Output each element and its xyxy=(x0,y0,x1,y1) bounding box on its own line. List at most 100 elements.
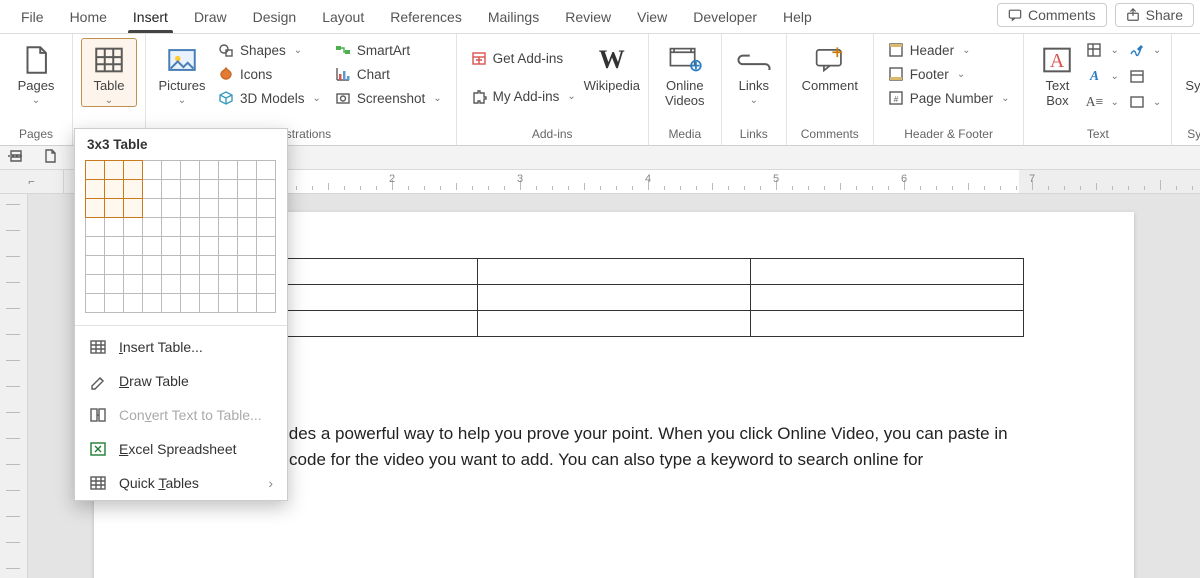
grid-cell[interactable] xyxy=(162,218,181,237)
grid-cell[interactable] xyxy=(181,218,200,237)
grid-cell[interactable] xyxy=(257,256,276,275)
date-time-button[interactable] xyxy=(1127,66,1147,86)
grid-cell[interactable] xyxy=(105,180,124,199)
tab-layout[interactable]: Layout xyxy=(309,0,377,33)
shapes-button[interactable]: Shapes⌄ xyxy=(212,40,327,60)
grid-cell[interactable] xyxy=(143,218,162,237)
grid-cell[interactable] xyxy=(200,180,219,199)
grid-cell[interactable] xyxy=(124,294,143,313)
grid-cell[interactable] xyxy=(124,180,143,199)
wikipedia-button[interactable]: W Wikipedia xyxy=(584,38,640,95)
grid-cell[interactable] xyxy=(124,275,143,294)
grid-cell[interactable] xyxy=(86,199,105,218)
quick-parts-button[interactable]: ⌄ xyxy=(1084,40,1120,60)
tab-help[interactable]: Help xyxy=(770,0,825,33)
body-paragraph[interactable]: Video provides a powerful way to help yo… xyxy=(204,421,1024,472)
grid-cell[interactable] xyxy=(162,275,181,294)
tab-design[interactable]: Design xyxy=(240,0,310,33)
grid-cell[interactable] xyxy=(181,199,200,218)
grid-cell[interactable] xyxy=(238,218,257,237)
text-box-button[interactable]: A Text Box xyxy=(1032,38,1082,110)
symbols-button[interactable]: Ω Symbols ⌄ xyxy=(1180,38,1200,107)
dd-excel-spreadsheet[interactable]: Excel Spreadsheet xyxy=(75,432,287,466)
pages-button[interactable]: Pages ⌄ xyxy=(8,38,64,107)
grid-cell[interactable] xyxy=(105,237,124,256)
grid-cell[interactable] xyxy=(86,294,105,313)
grid-cell[interactable] xyxy=(162,294,181,313)
tab-developer[interactable]: Developer xyxy=(680,0,770,33)
grid-cell[interactable] xyxy=(238,275,257,294)
smartart-button[interactable]: SmartArt xyxy=(329,40,448,60)
grid-cell[interactable] xyxy=(219,256,238,275)
wordart-button[interactable]: A⌄ xyxy=(1084,66,1120,86)
grid-cell[interactable] xyxy=(257,161,276,180)
icons-button[interactable]: Icons xyxy=(212,64,327,84)
grid-cell[interactable] xyxy=(143,180,162,199)
grid-cell[interactable] xyxy=(105,218,124,237)
grid-cell[interactable] xyxy=(200,161,219,180)
grid-cell[interactable] xyxy=(200,218,219,237)
grid-cell[interactable] xyxy=(238,294,257,313)
grid-cell[interactable] xyxy=(86,218,105,237)
grid-cell[interactable] xyxy=(105,161,124,180)
grid-cell[interactable] xyxy=(200,199,219,218)
grid-cell[interactable] xyxy=(219,199,238,218)
grid-cell[interactable] xyxy=(143,161,162,180)
pictures-button[interactable]: Pictures ⌄ xyxy=(154,38,210,107)
table-grid-picker[interactable] xyxy=(75,156,287,321)
grid-cell[interactable] xyxy=(219,180,238,199)
online-videos-button[interactable]: Online Videos xyxy=(657,38,713,110)
page-number-button[interactable]: #Page Number⌄ xyxy=(882,88,1016,108)
grid-cell[interactable] xyxy=(162,199,181,218)
tab-home[interactable]: Home xyxy=(57,0,120,33)
grid-cell[interactable] xyxy=(200,294,219,313)
tab-review[interactable]: Review xyxy=(552,0,624,33)
grid-cell[interactable] xyxy=(257,199,276,218)
dd-draw-table[interactable]: Draw Table xyxy=(75,364,287,398)
blank-page-icon[interactable] xyxy=(42,148,58,167)
share-button[interactable]: Share xyxy=(1115,3,1194,27)
grid-cell[interactable] xyxy=(143,294,162,313)
grid-cell[interactable] xyxy=(105,256,124,275)
grid-cell[interactable] xyxy=(238,256,257,275)
3d-models-button[interactable]: 3D Models⌄ xyxy=(212,88,327,108)
grid-cell[interactable] xyxy=(105,199,124,218)
grid-cell[interactable] xyxy=(124,237,143,256)
grid-cell[interactable] xyxy=(162,161,181,180)
comments-button[interactable]: Comments xyxy=(997,3,1107,27)
grid-cell[interactable] xyxy=(219,237,238,256)
dd-quick-tables[interactable]: Quick Tables› xyxy=(75,466,287,500)
grid-cell[interactable] xyxy=(86,256,105,275)
screenshot-button[interactable]: Screenshot⌄ xyxy=(329,88,448,108)
page-break-icon[interactable] xyxy=(8,148,24,167)
grid-cell[interactable] xyxy=(238,180,257,199)
footer-button[interactable]: Footer⌄ xyxy=(882,64,1016,84)
grid-cell[interactable] xyxy=(257,218,276,237)
tab-file[interactable]: File xyxy=(8,0,57,33)
tab-view[interactable]: View xyxy=(624,0,680,33)
grid-cell[interactable] xyxy=(143,256,162,275)
grid-cell[interactable] xyxy=(143,275,162,294)
tab-references[interactable]: References xyxy=(377,0,475,33)
grid-cell[interactable] xyxy=(86,275,105,294)
my-addins-button[interactable]: My Add-ins⌄ xyxy=(465,86,582,106)
grid-cell[interactable] xyxy=(181,237,200,256)
signature-button[interactable]: ⌄ xyxy=(1127,40,1163,60)
inserted-table[interactable] xyxy=(204,258,1024,337)
grid-cell[interactable] xyxy=(219,275,238,294)
grid-cell[interactable] xyxy=(257,237,276,256)
grid-cell[interactable] xyxy=(86,161,105,180)
table-button[interactable]: Table ⌄ xyxy=(81,38,137,107)
tab-draw[interactable]: Draw xyxy=(181,0,240,33)
grid-cell[interactable] xyxy=(200,275,219,294)
grid-cell[interactable] xyxy=(162,180,181,199)
grid-cell[interactable] xyxy=(238,199,257,218)
grid-cell[interactable] xyxy=(143,237,162,256)
grid-cell[interactable] xyxy=(86,237,105,256)
grid-cell[interactable] xyxy=(143,199,162,218)
grid-cell[interactable] xyxy=(162,256,181,275)
grid-cell[interactable] xyxy=(124,199,143,218)
grid-cell[interactable] xyxy=(105,275,124,294)
grid-cell[interactable] xyxy=(219,294,238,313)
get-addins-button[interactable]: Get Add-ins xyxy=(465,48,582,68)
